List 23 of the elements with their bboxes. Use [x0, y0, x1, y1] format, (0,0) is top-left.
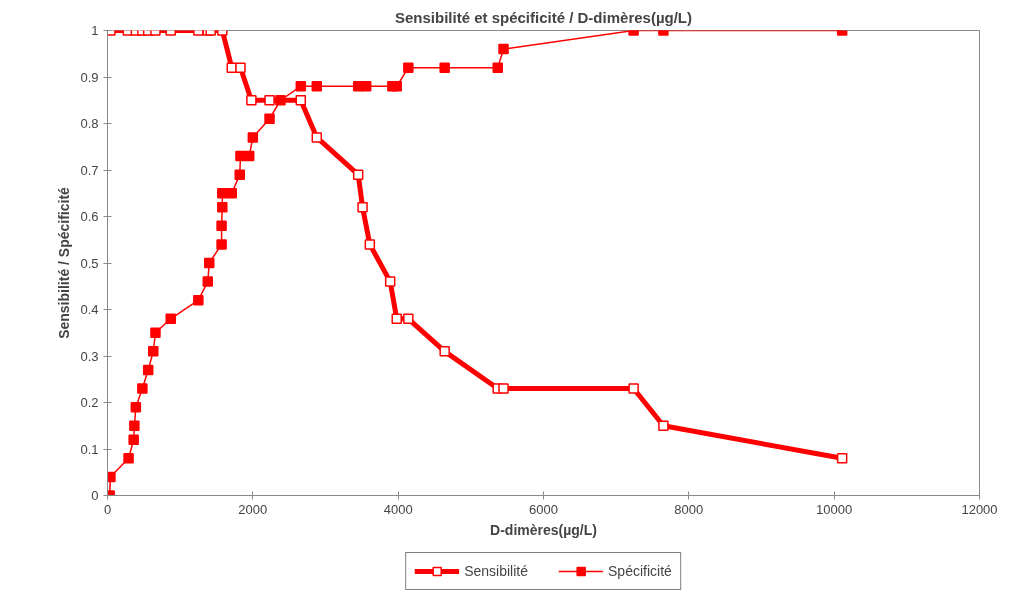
x-tick-label: 8000 [674, 501, 704, 517]
y-axis-title: Sensibilité / Spécificité [56, 186, 73, 339]
chart-title: Sensibilité et spécificité / D-dimères(µg/L) [394, 8, 693, 26]
y-tick-label: 0.7 [80, 162, 99, 178]
y-tick-label: 0.3 [80, 348, 99, 364]
y-tick-label: 0.8 [80, 116, 99, 131]
legend-label: Spécificité [608, 563, 672, 579]
x-axis-title: D-dimères(µg/L) [490, 521, 597, 538]
x-tick-label: 0 [103, 501, 112, 517]
y-tick-label: 0.5 [80, 255, 99, 271]
y-tick-label: 0.1 [80, 441, 99, 457]
x-tick-label: 4000 [383, 501, 413, 517]
y-tick-label: 0 [91, 488, 99, 503]
y-tick-label: 0.9 [80, 69, 99, 85]
y-tick-label: 0.6 [80, 209, 99, 224]
y-tick-label: 0.2 [80, 395, 99, 410]
x-tick-label: 6000 [529, 501, 558, 517]
x-tick-label: 2000 [238, 501, 268, 517]
y-tick-label: 1 [91, 23, 99, 38]
x-tick-label: 10000 [816, 501, 853, 517]
y-tick-label: 0.4 [80, 302, 99, 317]
legend-label: Sensibilité [464, 563, 529, 579]
x-tick-label: 12000 [961, 501, 998, 517]
